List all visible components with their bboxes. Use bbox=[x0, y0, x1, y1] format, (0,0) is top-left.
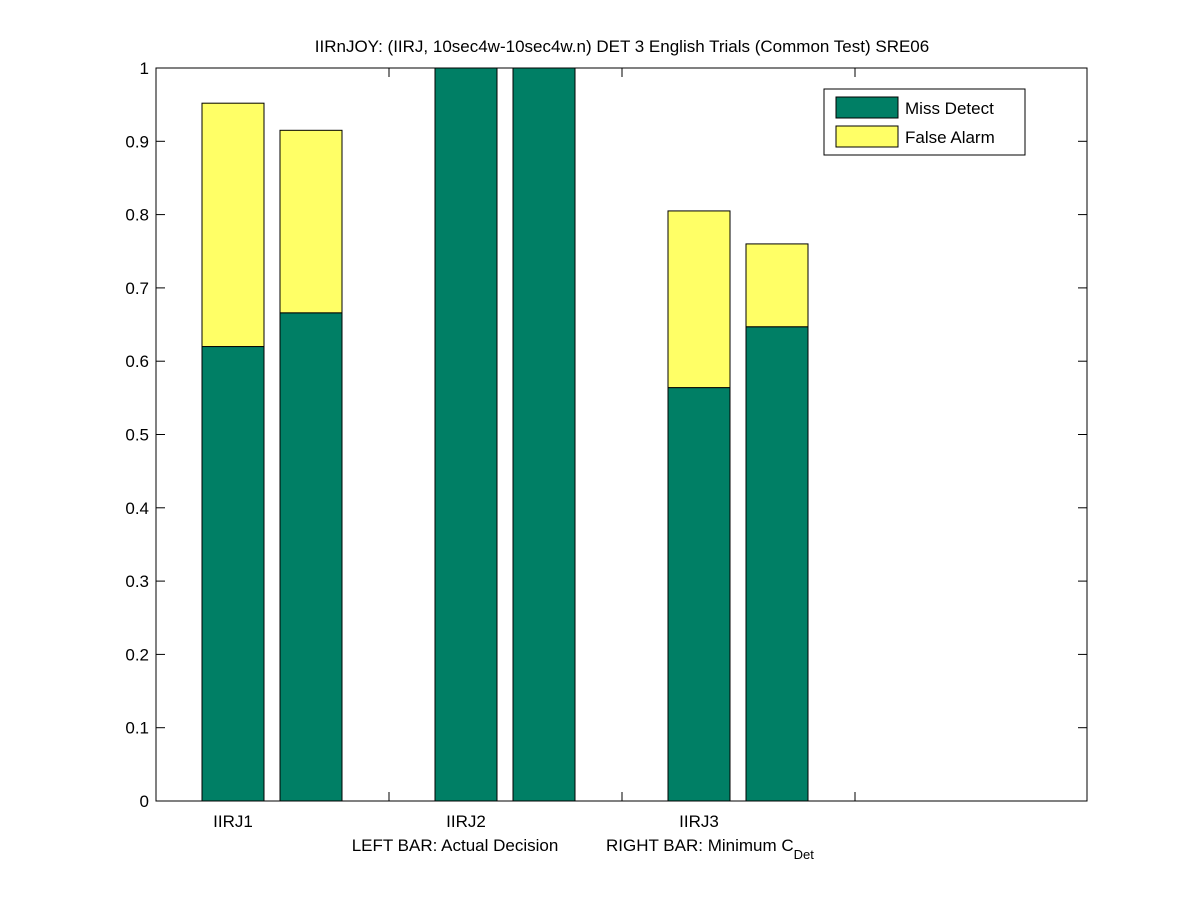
x-axis-label-right: RIGHT BAR: Minimum CDet bbox=[606, 836, 814, 862]
bar-iirj2-actual-miss-detect bbox=[434, 67, 498, 802]
legend-label-miss-detect: Miss Detect bbox=[905, 99, 994, 118]
ticks-layer: 0 0.1 0.2 0.3 0.4 0.5 0.6 0.7 0.8 0.9 1 IIRJ1 IIRJ2 I… bbox=[125, 59, 1087, 831]
legend-swatch-miss-detect bbox=[835, 96, 899, 119]
bar-iirj1-minimum-miss-detect bbox=[279, 312, 343, 802]
y-tick-label: 0.6 bbox=[125, 352, 149, 371]
y-tick-label: 0.1 bbox=[125, 719, 149, 738]
x-axis-label-right-main: RIGHT BAR: Minimum C bbox=[606, 836, 794, 855]
legend: Miss Detect False Alarm bbox=[823, 88, 1026, 156]
chart-title: IIRnJOY: (IIRJ, 10sec4w-10sec4w.n) DET 3… bbox=[315, 37, 929, 56]
y-tick-label: 0 bbox=[140, 792, 149, 811]
y-tick-label: 0.3 bbox=[125, 572, 149, 591]
bar-iirj3-minimum-miss-detect bbox=[745, 326, 809, 802]
bar-iirj3-actual-false-alarm bbox=[667, 210, 731, 389]
x-category-label-iirj1: IIRJ1 bbox=[213, 812, 253, 831]
bar-iirj1-minimum-false-alarm bbox=[279, 129, 343, 314]
y-tick-label: 0.5 bbox=[125, 426, 149, 445]
bar-iirj1-actual-miss-detect bbox=[201, 346, 265, 802]
x-category-label-iirj2: IIRJ2 bbox=[446, 812, 486, 831]
x-axis-label-right-subscript: Det bbox=[794, 847, 815, 862]
y-tick-label: 0.7 bbox=[125, 279, 149, 298]
y-tick-label: 1 bbox=[140, 59, 149, 78]
legend-swatch-false-alarm bbox=[835, 125, 899, 148]
x-category-label-iirj3: IIRJ3 bbox=[679, 812, 719, 831]
x-axis-label-left: LEFT BAR: Actual Decision bbox=[352, 836, 559, 855]
bars-layer bbox=[201, 67, 809, 802]
y-tick-label: 0.8 bbox=[125, 206, 149, 225]
bar-iirj3-actual-miss-detect bbox=[667, 387, 731, 802]
bar-iirj3-minimum-false-alarm bbox=[745, 243, 809, 328]
y-tick-label: 0.2 bbox=[125, 645, 149, 664]
y-tick-label: 0.4 bbox=[125, 499, 149, 518]
y-tick-label: 0.9 bbox=[125, 132, 149, 151]
bar-iirj2-minimum-miss-detect bbox=[512, 67, 576, 802]
bar-iirj1-actual-false-alarm bbox=[201, 102, 265, 348]
legend-label-false-alarm: False Alarm bbox=[905, 128, 995, 147]
